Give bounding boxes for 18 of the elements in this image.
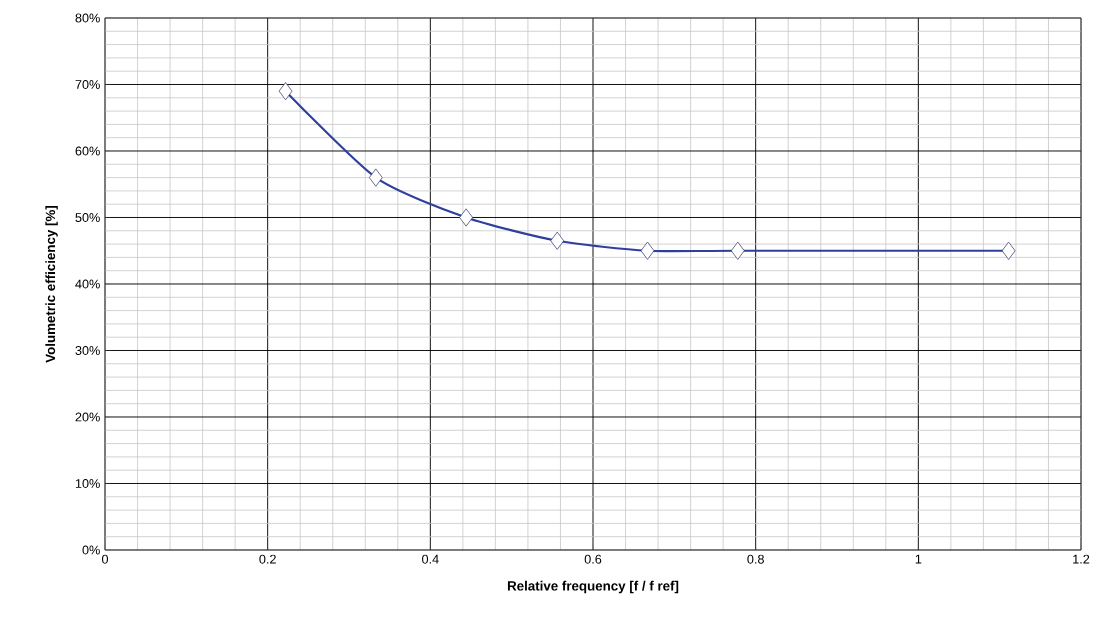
y-tick-label: 50% [75,212,100,222]
y-tick-label: 40% [75,279,100,289]
x-tick-label: 1.2 [1073,554,1090,564]
x-tick-label: 0.8 [747,554,764,564]
y-tick-label: 70% [75,79,100,89]
x-tick-label: 1 [915,554,922,564]
y-tick-label: 60% [75,146,100,156]
x-axis-title: Relative frequency [f / f ref] [507,580,679,594]
x-tick-label: 0.4 [422,554,439,564]
x-tick-label: 0.2 [259,554,276,564]
y-axis-title: Volumetric efficiency [%] [45,205,58,363]
x-tick-label: 0 [101,554,109,564]
x-tick-label: 0.6 [584,554,602,564]
y-tick-label: 0% [82,545,100,555]
y-tick-label: 80% [75,13,100,23]
y-tick-label: 10% [75,478,100,488]
y-tick-label: 20% [75,412,100,422]
y-tick-label: 30% [75,345,100,355]
